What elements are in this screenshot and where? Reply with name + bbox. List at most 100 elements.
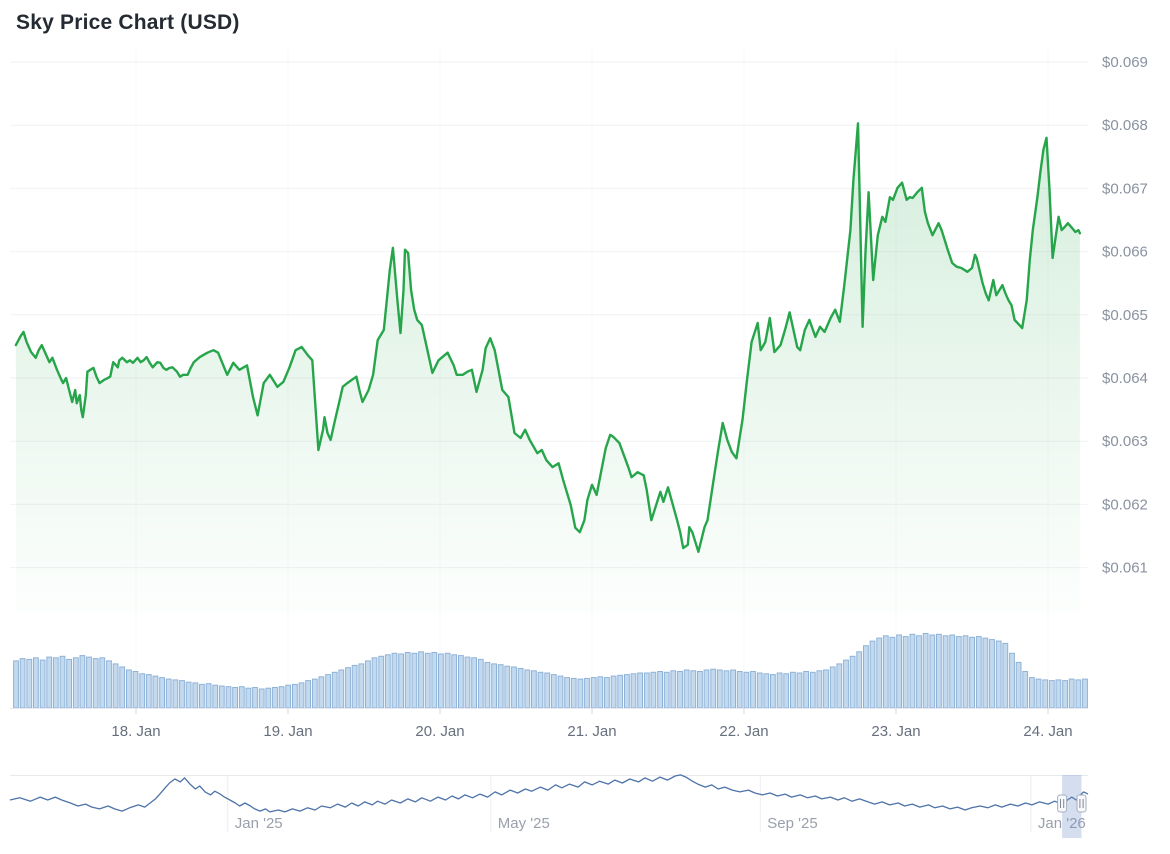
volume-bar [225,686,232,709]
volume-bar [451,654,458,709]
navigator-label: May '25 [498,815,550,832]
volume-bar [955,636,962,709]
volume-bar [458,655,464,709]
volume-bar [723,670,730,709]
volume-bar [856,651,863,709]
volume-bar [677,671,683,709]
navigator-handle-left[interactable] [1057,794,1068,813]
volume-bar [524,669,531,709]
volume-bar [79,655,86,709]
volume-bar [345,667,351,709]
volume-bar [1042,679,1049,709]
volume-bar [1062,680,1068,709]
volume-bar [962,635,969,709]
navigator[interactable]: Jan '25 May '25 Sep '25 Jan '26 [9,774,1089,838]
volume-bar [703,669,710,709]
volume-bar [484,661,491,709]
volume-bar [132,671,139,709]
volume-bar [803,671,810,709]
volume-bar [391,652,398,709]
volume-bar [298,682,305,709]
volume-bar [882,635,889,709]
volume-bar [710,668,717,709]
volume-bar [783,673,790,709]
y-axis-label: $0.068 [1102,117,1148,134]
x-axis-label: 18. Jan [111,723,160,740]
volume-bar [650,671,657,709]
volume-bar [577,678,584,709]
volume-bar [199,683,205,709]
volume-bar [398,653,405,709]
volume-bar [278,686,285,709]
volume-bar [929,634,936,709]
navigator-line [9,774,1089,813]
volume-bar [743,671,750,709]
volume-bar [33,657,39,709]
volume-bar [670,670,677,709]
volume-bar [584,677,590,709]
volume-bar [564,677,571,709]
volume-bar [39,659,46,709]
volume-bar [52,657,59,709]
volume-bar [697,671,703,709]
volume-bar [325,674,332,709]
x-axis-labels: 18. Jan 19. Jan 20. Jan 21. Jan 22. Jan 23. J… [111,723,1072,740]
volume-bar [816,670,823,709]
volume-bar [351,664,358,709]
x-axis-label: 21. Jan [567,723,616,740]
x-axis-label: 24. Jan [1023,723,1072,740]
navigator-selection[interactable] [1062,775,1082,838]
volume-bar [630,673,637,709]
volume-bar [1022,671,1029,709]
volume-bar [1048,680,1055,709]
volume-bar [869,640,876,709]
chart-hover-area[interactable] [10,50,1088,610]
volume-bar [106,660,112,709]
volume-bar [863,645,869,709]
volume-bar [922,633,929,709]
volume-bar [139,673,146,709]
volume-bar [358,663,365,709]
volume-bar [557,675,564,709]
volume-bar [272,687,278,709]
volume-bar [537,671,544,709]
volume-bar [1015,661,1022,709]
volume-bar [902,636,909,709]
volume-bar [936,633,942,709]
volume-bar [504,665,511,709]
y-axis-label: $0.066 [1102,244,1148,261]
volume-bar [72,657,79,709]
volume-bar [909,633,916,709]
volume-bar [292,683,298,709]
volume-bar [511,666,517,709]
volume-bar [471,657,478,709]
x-axis-line [10,708,1088,714]
volume-bar [1082,678,1088,709]
volume-bar [92,658,99,709]
volume-bar [531,670,537,709]
volume-bar [497,664,504,709]
volume-bar [843,659,849,709]
volume-bar [438,653,444,709]
volume-bar [318,676,325,709]
volume-bar [796,672,803,709]
volume-bar [663,671,670,709]
volume-bar [829,666,836,709]
price-area [15,123,1080,613]
volume-bar [238,686,245,709]
volume-bar [1029,677,1035,709]
volume-bar [192,682,199,709]
volume-bar [657,671,664,709]
navigator-label: Jan '25 [235,815,283,832]
volume-bar [411,652,418,709]
navigator-handle-right[interactable] [1076,794,1087,813]
volume-bar [305,680,312,709]
volume-bar [384,654,391,709]
volume-bar [517,668,524,709]
volume-bar [424,652,431,709]
volume-bar [975,636,982,709]
price-area-fill [15,123,1080,613]
volume-bar [756,672,763,709]
volume-bar [19,658,26,709]
